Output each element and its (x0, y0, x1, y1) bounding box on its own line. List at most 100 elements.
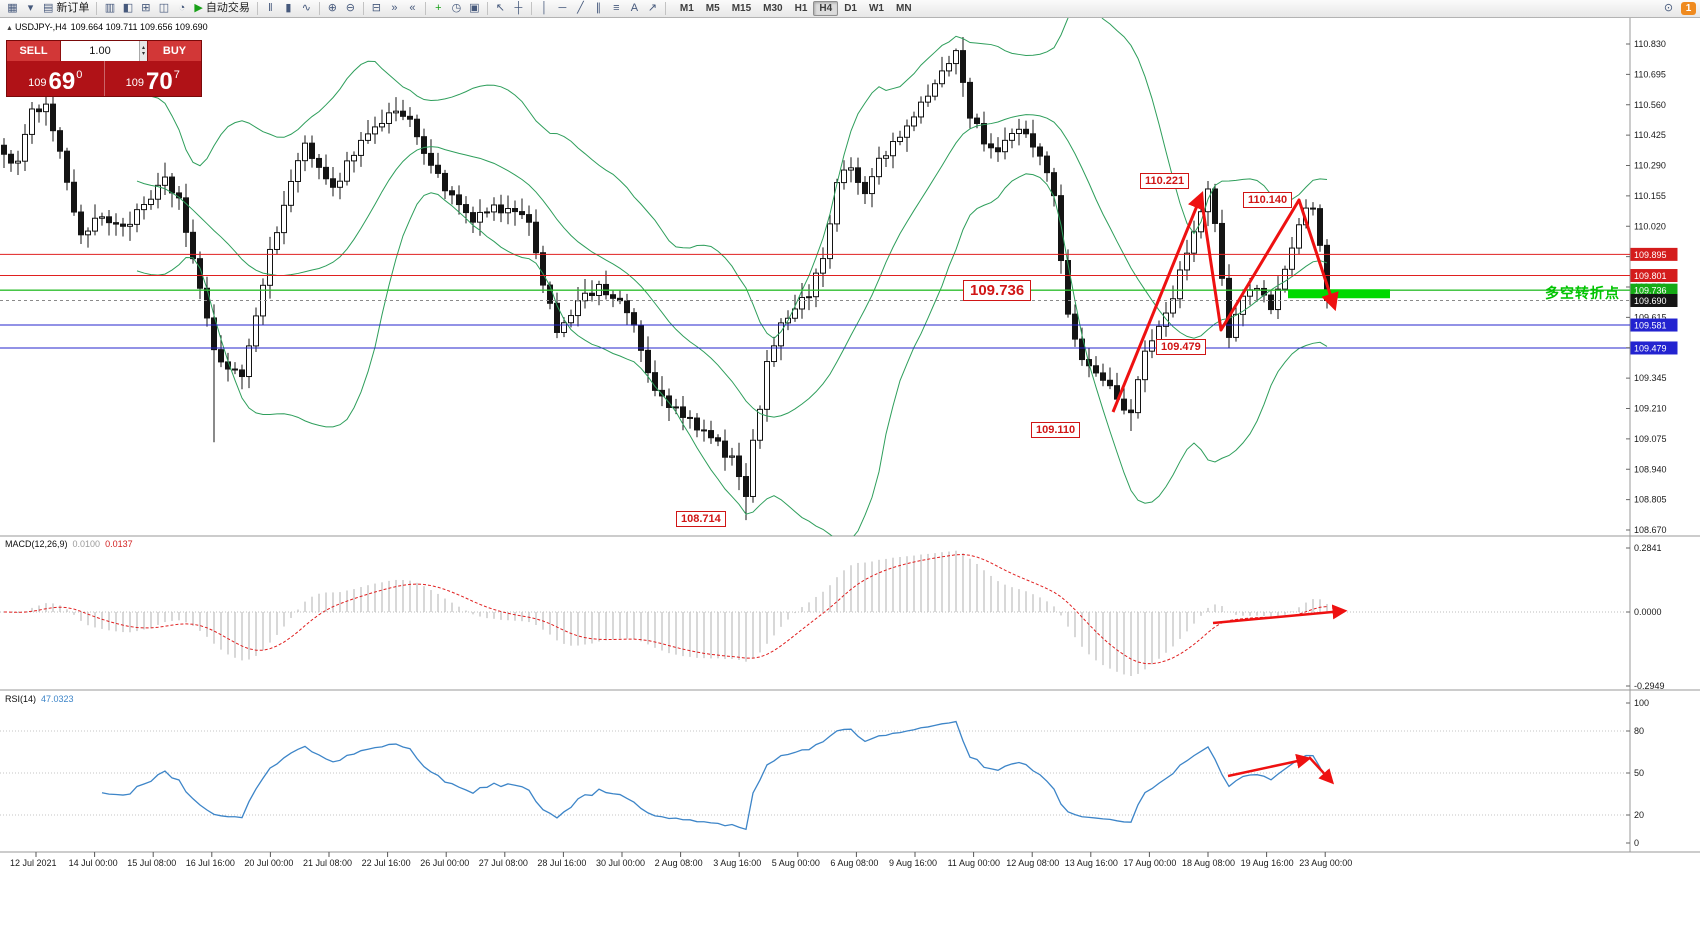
svg-text:18 Aug 08:00: 18 Aug 08:00 (1182, 858, 1235, 868)
svg-text:11 Aug 00:00: 11 Aug 00:00 (948, 858, 1000, 868)
cursor-icon: ↖ (495, 2, 505, 14)
tile-windows-icon: ⊟ (371, 2, 381, 14)
svg-text:110.830: 110.830 (1634, 39, 1666, 49)
timeframe-m1[interactable]: M1 (679, 3, 694, 14)
macd-arrow[interactable] (1212, 604, 1348, 625)
channel-icon[interactable]: ∥ (590, 1, 607, 16)
data-window-icon: ◧ (122, 2, 134, 14)
crosshair-icon[interactable]: ┼ (510, 1, 527, 16)
toolbar-separator (486, 2, 488, 15)
data-window-icon[interactable]: ◧ (119, 1, 136, 16)
spinner-down-icon[interactable]: ▾ (141, 51, 145, 57)
toolbar-separator (424, 2, 426, 15)
bar-chart-icon[interactable]: ‖ (262, 1, 279, 16)
new-chart-icon[interactable]: ▦ (4, 1, 21, 16)
volume-input[interactable] (61, 41, 139, 61)
svg-text:27 Jul 08:00: 27 Jul 08:00 (479, 858, 528, 868)
macd-signal-value: 0.0137 (105, 539, 133, 549)
svg-text:109.210: 109.210 (1634, 404, 1667, 414)
svg-text:21 Jul 08:00: 21 Jul 08:00 (303, 858, 352, 868)
vertical-line-icon: │ (540, 2, 548, 14)
tile-windows-icon[interactable]: ⊟ (368, 1, 385, 16)
new-order-button[interactable]: ▤ 新订单 (40, 1, 92, 16)
templates-icon[interactable]: ▣ (466, 1, 483, 16)
bollinger-bands (136, 17, 1328, 536)
price-annotation[interactable]: 109.736 (963, 280, 1032, 301)
market-watch-icon[interactable]: ▥ (101, 1, 118, 16)
navigator-icon[interactable]: ⊞ (137, 1, 154, 16)
price-annotation[interactable]: 110.221 (1140, 173, 1190, 189)
timeframe-mn[interactable]: MN (895, 3, 912, 14)
buy-price-display[interactable]: 109 70 7 (103, 61, 202, 96)
auto-trading-button-label: 自动交易 (205, 2, 250, 14)
terminal-icon[interactable]: ◫ (155, 1, 172, 16)
volume-field: ▴▾ (61, 41, 147, 61)
level-lines[interactable] (0, 253, 1630, 349)
timeframe-h1[interactable]: H1 (794, 3, 808, 14)
price-annotation[interactable]: 109.110 (1031, 422, 1081, 438)
trendline-icon: ╱ (577, 2, 584, 14)
svg-text:0: 0 (1634, 838, 1639, 848)
svg-text:30 Jul 00:00: 30 Jul 00:00 (596, 858, 645, 868)
vertical-line-icon[interactable]: │ (536, 1, 553, 16)
timeframe-m15[interactable]: M15 (731, 3, 752, 14)
trend-arrow-zigzag[interactable] (1199, 195, 1339, 332)
svg-text:16 Jul 16:00: 16 Jul 16:00 (186, 858, 235, 868)
price-annotation[interactable]: 110.140 (1243, 192, 1293, 208)
indicators-icon[interactable]: + (430, 1, 447, 16)
time-axis[interactable]: 12 Jul 2021 14 Jul 00:00 15 Jul 08:00 16 Ju… (10, 852, 1352, 868)
search-icon[interactable]: ⊙ (1663, 2, 1674, 14)
line-chart-icon[interactable]: ∿ (298, 1, 315, 16)
turning-point-label[interactable]: 多空转折点 (1545, 285, 1620, 301)
spinner-up-icon[interactable]: ▴ (141, 45, 145, 51)
zoom-in-icon[interactable]: ⊕ (324, 1, 341, 16)
cursor-icon[interactable]: ↖ (492, 1, 509, 16)
trend-arrow-up-1[interactable] (1111, 190, 1205, 413)
periods-icon[interactable]: ◷ (448, 1, 465, 16)
svg-text:50: 50 (1634, 768, 1644, 778)
timeframe-m5[interactable]: M5 (705, 3, 720, 14)
svg-text:15 Jul 08:00: 15 Jul 08:00 (127, 858, 176, 868)
svg-text:19 Aug 16:00: 19 Aug 16:00 (1241, 858, 1294, 868)
svg-text:109.581: 109.581 (1634, 321, 1667, 331)
rsi-arrow-up[interactable] (1227, 753, 1312, 778)
timeframe-d1[interactable]: D1 (844, 3, 857, 14)
svg-text:22 Jul 16:00: 22 Jul 16:00 (362, 858, 411, 868)
notification-icon[interactable]: 1 (1681, 2, 1696, 15)
chart-list-dropdown-icon[interactable]: ▾ (22, 1, 39, 16)
sell-button[interactable]: SELL (7, 41, 61, 61)
arrows-icon[interactable]: ↗ (644, 1, 661, 16)
svg-text:108.940: 108.940 (1634, 464, 1667, 474)
zoom-out-icon[interactable]: ⊖ (342, 1, 359, 16)
horizontal-line-icon: ─ (558, 2, 567, 14)
volume-spinner[interactable]: ▴ ▾ (138, 41, 147, 61)
price-annotation[interactable]: 108.714 (676, 511, 726, 527)
fibonacci-icon[interactable]: ≡ (608, 1, 625, 16)
toolbar: ▦ ▾ ▤ 新订单 ▥ ◧ ⊞ ◫ ◔ ▶ 自动交易 ‖ ▮ ∿ ⊕ ⊖ ⊟ » « + ◷ ▣ ↖ ┼ │ ─ ╱ ∥ ≡ A ↗ M1 M5… (0, 0, 1700, 18)
horizontal-line-icon[interactable]: ─ (554, 1, 571, 16)
candlestick-chart-icon[interactable]: ▮ (280, 1, 297, 16)
buy-button[interactable]: BUY (147, 41, 201, 61)
timeframe-w1[interactable]: W1 (868, 3, 884, 14)
sell-price-display[interactable]: 109 69 0 (7, 61, 104, 96)
timeframe-m30[interactable]: M30 (763, 3, 783, 14)
terminal-icon: ◫ (158, 2, 170, 14)
new-order-button-label: 新订单 (56, 2, 90, 14)
svg-text:20: 20 (1634, 810, 1644, 820)
trendline-icon[interactable]: ╱ (572, 1, 589, 16)
auto-scroll-icon[interactable]: » (386, 1, 403, 16)
price-annotation[interactable]: 109.479 (1156, 339, 1206, 355)
svg-text:110.560: 110.560 (1634, 100, 1666, 110)
chart-shift-icon[interactable]: « (404, 1, 421, 16)
timeframe-h4[interactable]: H4 (813, 1, 839, 16)
buy-price-big: 70 (146, 68, 173, 95)
strategy-tester-icon[interactable]: ◔ (173, 1, 190, 16)
rsi-arrow-down[interactable] (1308, 756, 1335, 785)
auto-trading-button[interactable]: ▶ 自动交易 (191, 1, 252, 16)
text-icon[interactable]: A (626, 1, 643, 16)
bar-chart-icon: ‖ (268, 2, 273, 14)
line-chart-icon: ∿ (301, 2, 311, 14)
toolbar-separator (362, 2, 364, 15)
